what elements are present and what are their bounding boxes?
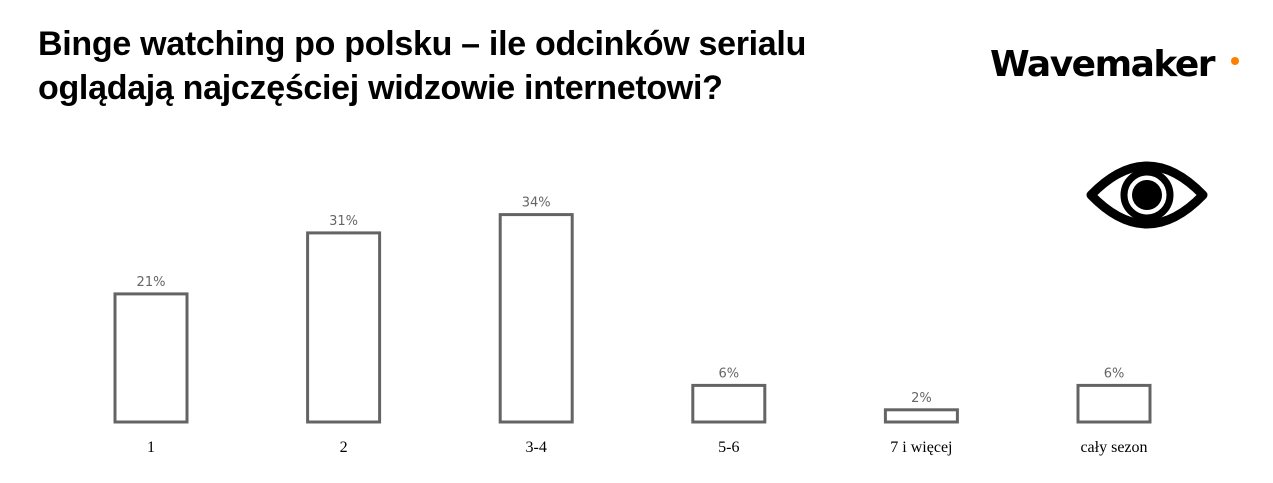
logo-dot (1231, 57, 1239, 65)
data-label: 31% (329, 214, 358, 229)
category-label: 7 i więcej (890, 439, 952, 456)
data-label: 2% (911, 391, 932, 406)
bar-2 (306, 231, 382, 424)
eye-icon (1086, 161, 1208, 229)
chart-title: Binge watching po polsku – ile odcinków … (38, 25, 807, 107)
category-label: 2 (340, 439, 348, 456)
wavemaker-logo: Wavemaker (990, 44, 1216, 85)
category-label: 5-6 (718, 439, 739, 456)
bar-6 (1076, 383, 1152, 424)
bar-1 (113, 292, 189, 424)
category-label: 3-4 (526, 439, 547, 456)
category-label: 1 (147, 439, 155, 456)
data-label: 34% (522, 196, 551, 211)
bar-5 (883, 408, 959, 424)
data-label: 21% (137, 275, 166, 290)
data-label: 6% (1104, 366, 1125, 381)
category-label: cały sezon (1080, 439, 1147, 456)
bar-3 (498, 213, 574, 424)
bar-4 (691, 383, 767, 424)
data-label: 6% (718, 366, 739, 381)
